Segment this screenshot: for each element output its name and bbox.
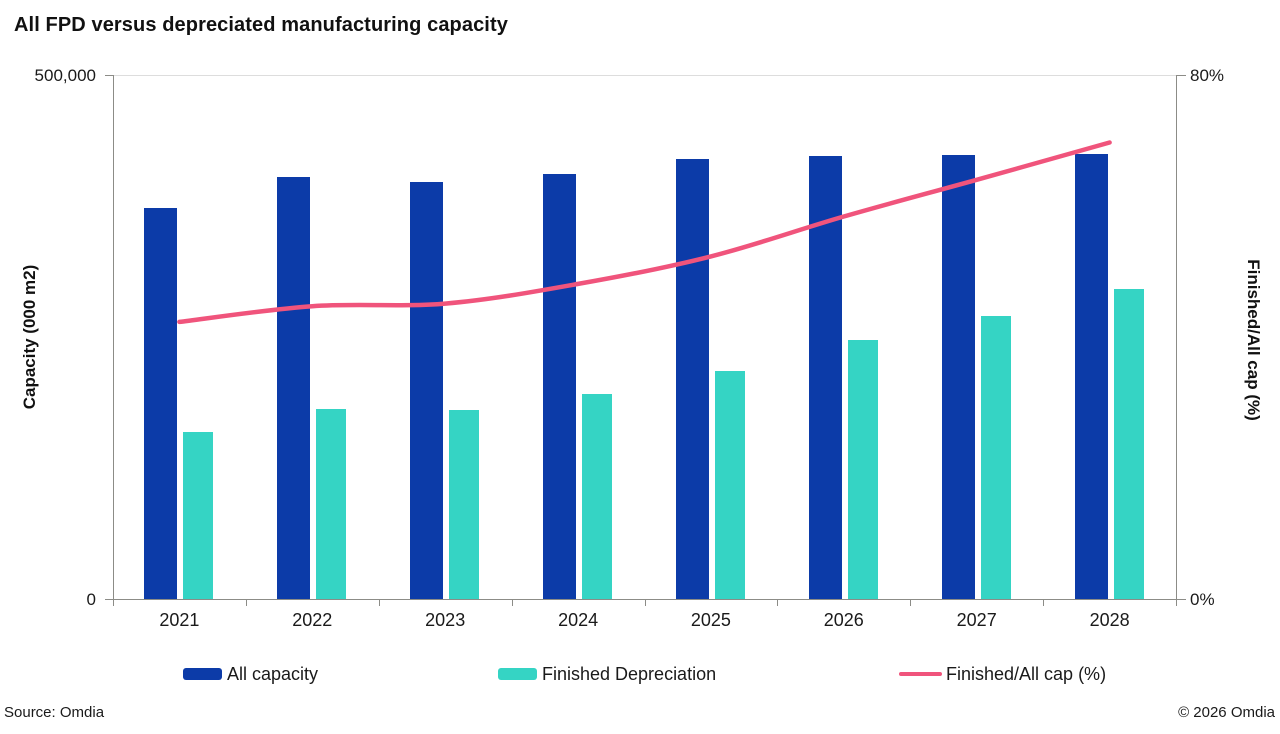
legend-label-finished-depreciation: Finished Depreciation bbox=[542, 663, 717, 684]
x-axis-tick bbox=[644, 599, 646, 606]
bar-all-capacity-2028 bbox=[1074, 153, 1108, 599]
bar-all-capacity-2026 bbox=[808, 155, 842, 599]
x-axis-label-2023: 2023 bbox=[425, 610, 466, 630]
x-axis-tick bbox=[511, 599, 513, 606]
left-axis-bottom-tick bbox=[105, 599, 113, 600]
x-axis-label-2022: 2022 bbox=[292, 610, 333, 630]
legend-label-all-capacity: All capacity bbox=[227, 663, 319, 684]
x-axis-tick bbox=[245, 599, 247, 606]
x-axis-tick bbox=[910, 599, 912, 606]
bar-all-capacity-2021 bbox=[144, 208, 178, 599]
left-axis-top-tick bbox=[105, 75, 113, 76]
x-axis-tick bbox=[1176, 599, 1177, 606]
bar-finished-depreciation-2021 bbox=[183, 432, 214, 599]
left-axis-max-label: 500,000 bbox=[34, 66, 96, 85]
ratio-line-swatch-icon bbox=[899, 671, 942, 677]
right-axis-top-tick bbox=[1177, 75, 1186, 76]
copyright-note: © 2026 Omdia bbox=[1178, 704, 1275, 721]
left-axis-min-label: 0 bbox=[86, 590, 96, 609]
legend-item-finished-all-cap: Finished/All cap (%) bbox=[899, 663, 1106, 685]
x-axis-label-2028: 2028 bbox=[1089, 610, 1130, 630]
right-axis-min-label: 0% bbox=[1190, 590, 1215, 609]
x-axis-tick bbox=[378, 599, 380, 606]
x-axis-label-2026: 2026 bbox=[823, 610, 864, 630]
x-axis-label-2021: 2021 bbox=[159, 610, 200, 630]
x-axis-tick bbox=[1043, 599, 1045, 606]
right-axis-max-label: 80% bbox=[1190, 66, 1225, 85]
source-note: Source: Omdia bbox=[4, 704, 105, 721]
bar-all-capacity-2027 bbox=[941, 154, 975, 599]
bar-finished-depreciation-2026 bbox=[847, 340, 878, 599]
legend-item-finished-depreciation: Finished Depreciation bbox=[498, 663, 716, 685]
legend-item-all-capacity: All capacity bbox=[183, 663, 318, 685]
x-axis-tick bbox=[777, 599, 779, 606]
all-capacity-swatch-icon bbox=[183, 668, 222, 680]
left-axis-line bbox=[113, 75, 114, 599]
bar-all-capacity-2025 bbox=[675, 158, 709, 599]
right-axis-bottom-tick bbox=[1177, 599, 1186, 600]
chart-title: All FPD versus depreciated manufacturing… bbox=[14, 14, 508, 36]
bar-finished-depreciation-2028 bbox=[1113, 288, 1144, 599]
finished-depreciation-swatch-icon bbox=[498, 668, 537, 680]
bar-finished-depreciation-2024 bbox=[582, 393, 613, 599]
bar-finished-depreciation-2023 bbox=[449, 410, 480, 599]
right-axis-line bbox=[1176, 75, 1177, 599]
legend-label-finished-all-cap: Finished/All cap (%) bbox=[946, 663, 1107, 684]
right-axis-title: Finished/All cap (%) bbox=[1244, 259, 1263, 421]
x-axis-tick bbox=[113, 599, 114, 606]
x-axis-label-2024: 2024 bbox=[558, 610, 599, 630]
bar-all-capacity-2022 bbox=[277, 176, 311, 599]
bar-finished-depreciation-2025 bbox=[714, 370, 745, 599]
bar-finished-depreciation-2027 bbox=[980, 316, 1011, 599]
bar-finished-depreciation-2022 bbox=[316, 409, 347, 599]
x-axis-label-2027: 2027 bbox=[956, 610, 997, 630]
x-axis-label-2025: 2025 bbox=[690, 610, 731, 630]
bar-all-capacity-2024 bbox=[543, 173, 577, 599]
top-gridline bbox=[114, 75, 1176, 76]
left-axis-title: Capacity (000 m2) bbox=[20, 264, 39, 410]
bar-all-capacity-2023 bbox=[410, 181, 444, 599]
